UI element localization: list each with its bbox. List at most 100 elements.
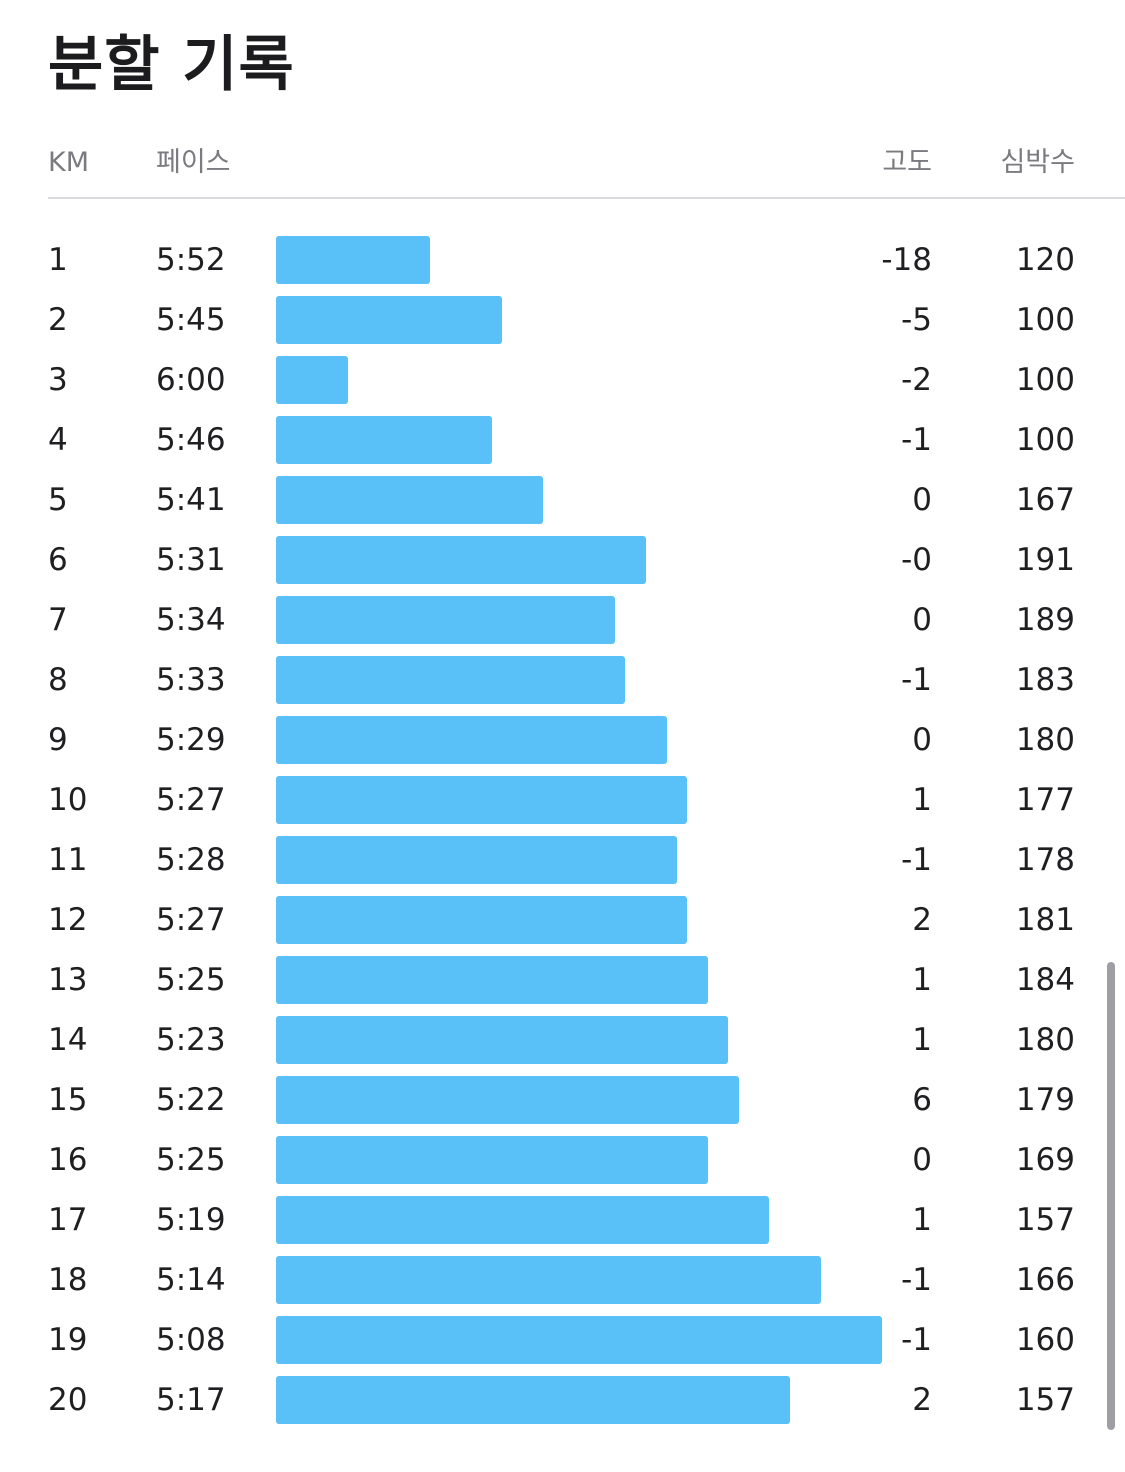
split-elevation: 1	[912, 782, 932, 818]
pace-bar	[276, 1016, 728, 1064]
scrollbar[interactable]	[1107, 962, 1115, 1430]
column-header-pace: 페이스	[156, 147, 231, 178]
split-pace: 5:45	[156, 302, 226, 338]
split-km: 20	[48, 1382, 88, 1418]
pace-bar	[276, 296, 502, 344]
split-km: 1	[48, 242, 68, 278]
split-elevation: -1	[901, 1262, 932, 1298]
pace-bar	[276, 416, 492, 464]
split-km: 19	[48, 1322, 88, 1358]
split-heart-rate: 160	[1015, 1322, 1075, 1358]
split-heart-rate: 191	[1015, 542, 1075, 578]
split-km: 10	[48, 782, 88, 818]
header-divider	[48, 197, 1125, 199]
pace-bar	[276, 716, 667, 764]
split-heart-rate: 169	[1015, 1142, 1075, 1178]
split-elevation: -18	[881, 242, 932, 278]
split-km: 5	[48, 482, 68, 518]
split-elevation: -0	[901, 542, 932, 578]
split-heart-rate: 177	[1015, 782, 1075, 818]
split-pace: 5:25	[156, 962, 226, 998]
split-heart-rate: 157	[1015, 1202, 1075, 1238]
split-km: 13	[48, 962, 88, 998]
split-pace: 5:14	[156, 1262, 226, 1298]
split-km: 6	[48, 542, 68, 578]
pace-bar	[276, 896, 687, 944]
split-heart-rate: 180	[1015, 722, 1075, 758]
split-km: 17	[48, 1202, 88, 1238]
split-elevation: 2	[912, 1382, 932, 1418]
split-row: 19 5:08 -1 160	[0, 1310, 1125, 1370]
pace-bar	[276, 836, 677, 884]
split-km: 12	[48, 902, 88, 938]
split-heart-rate: 100	[1015, 422, 1075, 458]
column-header-km: KM	[48, 147, 90, 178]
split-row: 9 5:29 0 180	[0, 710, 1125, 770]
split-km: 2	[48, 302, 68, 338]
column-header-elevation: 고도	[882, 147, 932, 178]
split-pace: 6:00	[156, 362, 226, 398]
split-km: 18	[48, 1262, 88, 1298]
split-elevation: -5	[901, 302, 932, 338]
split-row: 18 5:14 -1 166	[0, 1250, 1125, 1310]
split-pace: 5:27	[156, 782, 226, 818]
split-heart-rate: 166	[1015, 1262, 1075, 1298]
split-pace: 5:31	[156, 542, 226, 578]
split-km: 16	[48, 1142, 88, 1178]
split-elevation: 1	[912, 1022, 932, 1058]
split-elevation: 0	[912, 1142, 932, 1178]
split-row: 15 5:22 6 179	[0, 1070, 1125, 1130]
split-heart-rate: 167	[1015, 482, 1075, 518]
split-km: 3	[48, 362, 68, 398]
split-heart-rate: 181	[1015, 902, 1075, 938]
split-km: 15	[48, 1082, 88, 1118]
pace-bar	[276, 236, 430, 284]
pace-bar	[276, 1076, 739, 1124]
split-elevation: -1	[901, 842, 932, 878]
split-heart-rate: 184	[1015, 962, 1075, 998]
page-title: 분할 기록	[48, 30, 295, 100]
split-row: 12 5:27 2 181	[0, 890, 1125, 950]
split-elevation: -1	[901, 662, 932, 698]
split-pace: 5:33	[156, 662, 226, 698]
split-elevation: 2	[912, 902, 932, 938]
split-elevation: 1	[912, 962, 932, 998]
pace-bar	[276, 476, 543, 524]
pace-bar	[276, 956, 708, 1004]
split-km: 14	[48, 1022, 88, 1058]
split-pace: 5:17	[156, 1382, 226, 1418]
split-heart-rate: 179	[1015, 1082, 1075, 1118]
split-km: 9	[48, 722, 68, 758]
split-row: 6 5:31 -0 191	[0, 530, 1125, 590]
split-row: 4 5:46 -1 100	[0, 410, 1125, 470]
split-row: 7 5:34 0 189	[0, 590, 1125, 650]
split-pace: 5:19	[156, 1202, 226, 1238]
split-pace: 5:25	[156, 1142, 226, 1178]
split-row: 20 5:17 2 157	[0, 1370, 1125, 1430]
pace-bar	[276, 1196, 769, 1244]
split-km: 4	[48, 422, 68, 458]
split-row: 17 5:19 1 157	[0, 1190, 1125, 1250]
pace-bar	[276, 1376, 790, 1424]
split-elevation: -1	[901, 1322, 932, 1358]
split-pace: 5:23	[156, 1022, 226, 1058]
split-pace: 5:46	[156, 422, 226, 458]
split-row: 14 5:23 1 180	[0, 1010, 1125, 1070]
split-heart-rate: 183	[1015, 662, 1075, 698]
split-heart-rate: 180	[1015, 1022, 1075, 1058]
split-pace: 5:28	[156, 842, 226, 878]
split-km: 7	[48, 602, 68, 638]
split-km: 11	[48, 842, 88, 878]
split-row: 5 5:41 0 167	[0, 470, 1125, 530]
column-header-heart-rate: 심박수	[1000, 147, 1075, 178]
pace-bar	[276, 356, 348, 404]
split-row: 13 5:25 1 184	[0, 950, 1125, 1010]
split-elevation: 1	[912, 1202, 932, 1238]
pace-bar	[276, 1136, 708, 1184]
split-km: 8	[48, 662, 68, 698]
split-heart-rate: 120	[1015, 242, 1075, 278]
split-row: 1 5:52 -18 120	[0, 230, 1125, 290]
split-row: 2 5:45 -5 100	[0, 290, 1125, 350]
pace-bar	[276, 596, 615, 644]
split-pace: 5:29	[156, 722, 226, 758]
